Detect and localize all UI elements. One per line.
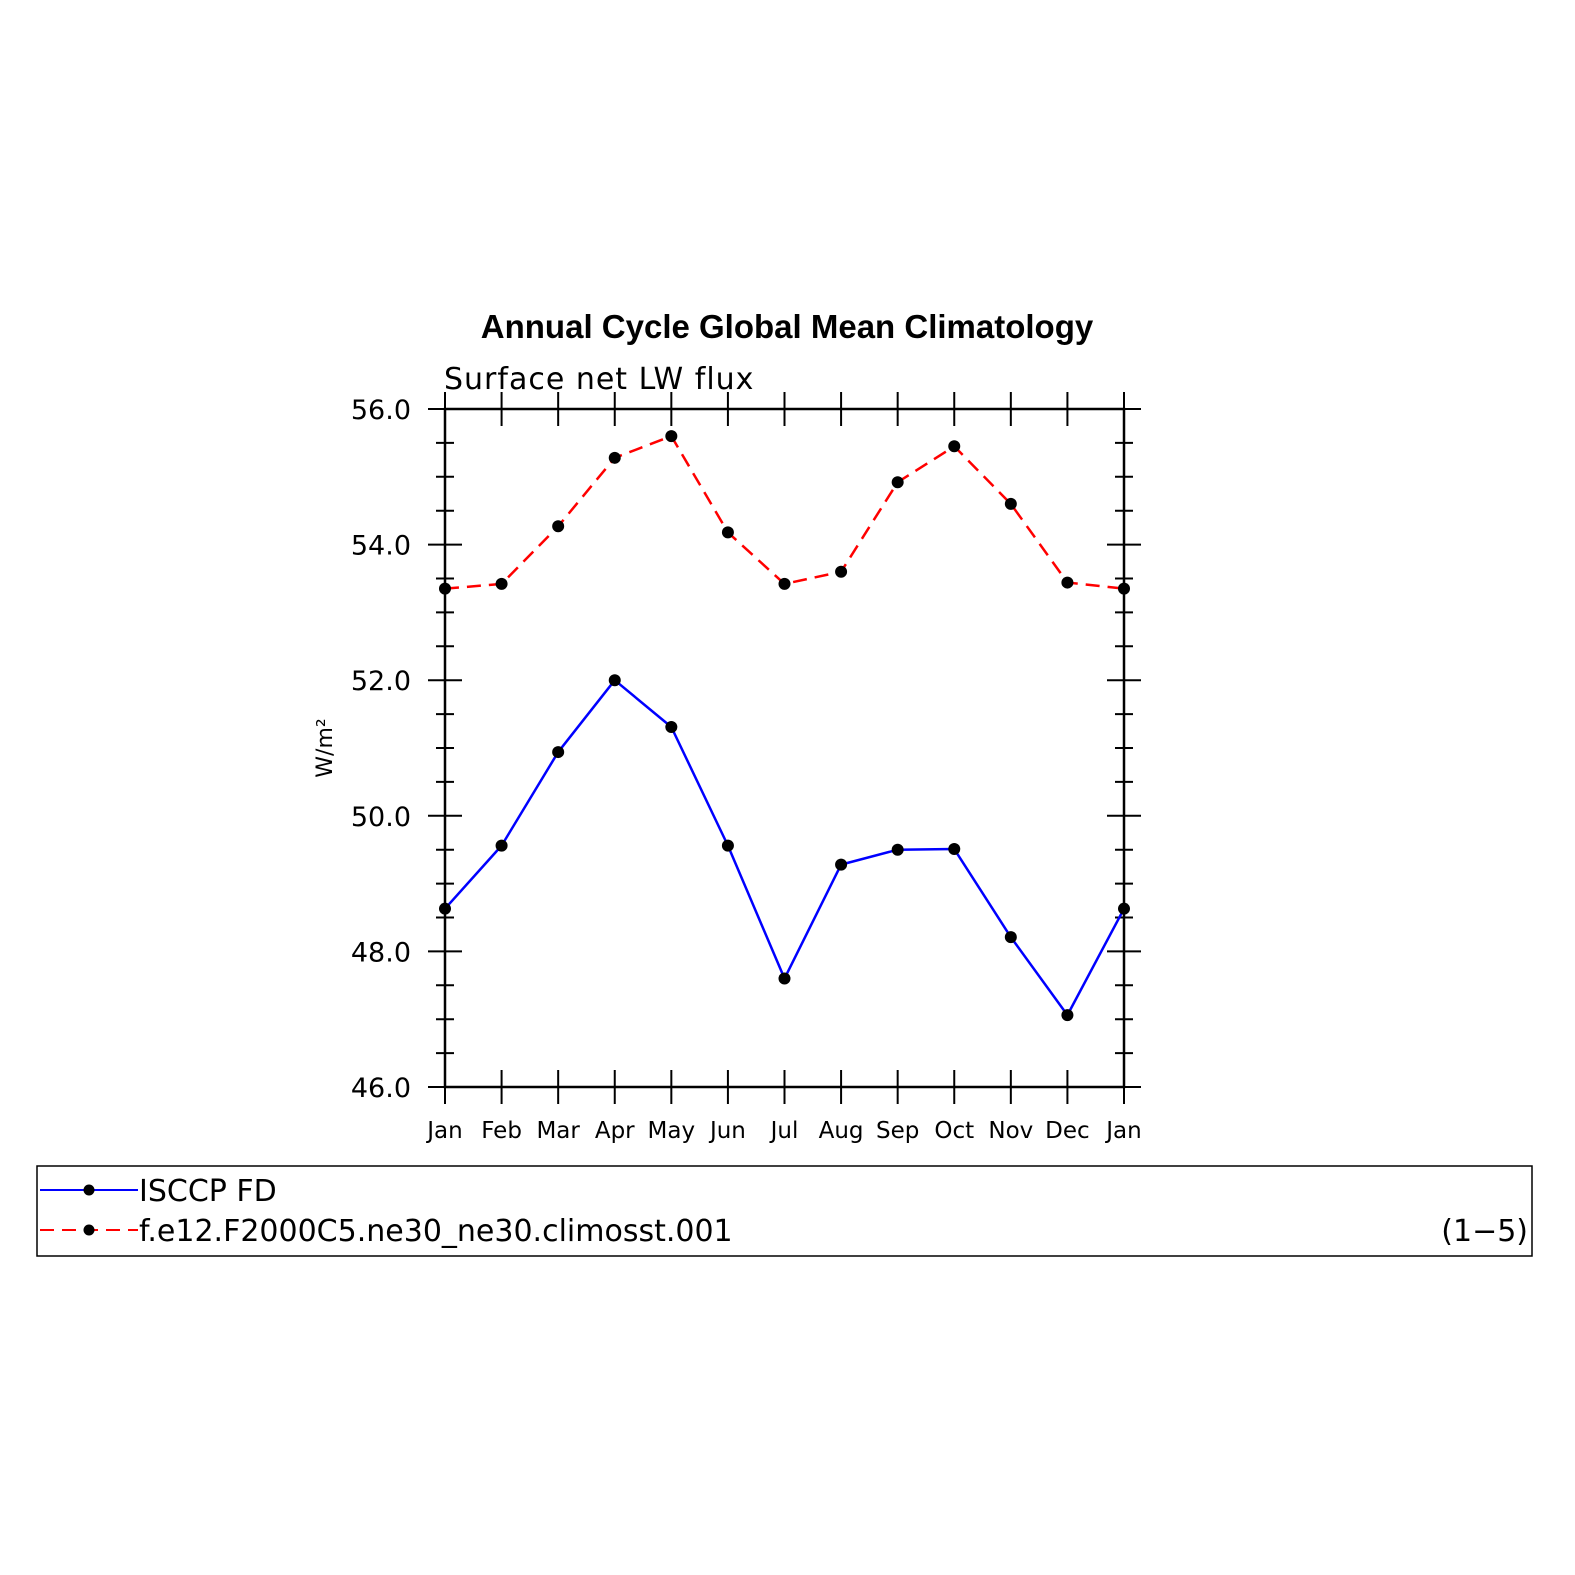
- data-point-1: [721, 526, 734, 539]
- data-point-1: [608, 451, 621, 464]
- series-layer: [439, 430, 1130, 1022]
- x-tick-label: Jun: [708, 1118, 746, 1144]
- x-tick-label: Aug: [819, 1118, 864, 1144]
- data-point-1: [948, 440, 961, 453]
- data-point-0: [439, 902, 451, 915]
- data-point-0: [1118, 902, 1130, 915]
- legend-box: [36, 1165, 1533, 1257]
- data-point-0: [778, 972, 791, 985]
- data-point-1: [495, 577, 508, 590]
- y-tick-label: 54.0: [351, 531, 411, 562]
- data-point-0: [891, 843, 904, 856]
- series-line-1: [444, 434, 1125, 590]
- data-point-0: [665, 720, 678, 733]
- legend-marker-isccp: [83, 1184, 95, 1196]
- y-tick-label: 46.0: [351, 1073, 411, 1104]
- legend-note: (1−5): [1441, 1214, 1528, 1249]
- legend-marker-model: [83, 1224, 95, 1236]
- data-point-1: [665, 430, 678, 443]
- data-point-0: [552, 746, 565, 759]
- series-line-0: [444, 678, 1126, 1017]
- x-tick-label: May: [648, 1118, 696, 1144]
- data-point-1: [1061, 576, 1074, 589]
- x-tick-label: Sep: [876, 1118, 919, 1144]
- data-point-1: [439, 582, 451, 595]
- x-tick-label: Feb: [481, 1118, 522, 1144]
- x-tick-label: Mar: [536, 1118, 580, 1144]
- data-point-0: [495, 839, 508, 852]
- x-tick-label: Dec: [1045, 1118, 1090, 1144]
- data-point-0: [1061, 1009, 1074, 1022]
- data-point-0: [948, 843, 961, 856]
- y-tick-label: 56.0: [351, 395, 411, 426]
- y-tick-label: 52.0: [351, 666, 411, 697]
- legend-label-model: f.e12.F2000C5.ne30_ne30.climosst.001: [139, 1214, 733, 1249]
- plot-axes: 46.0 48.0 50.0 52.0 54.0 56.0 Jan Feb Mar Apr May J…: [351, 392, 1142, 1144]
- data-point-0: [1004, 931, 1017, 944]
- data-point-1: [1004, 497, 1017, 510]
- data-point-1: [891, 476, 904, 489]
- data-point-0: [835, 858, 848, 871]
- data-point-1: [835, 565, 848, 578]
- data-point-0: [608, 674, 621, 687]
- x-tick-label: Jan: [1104, 1118, 1141, 1144]
- x-tick-label: Nov: [988, 1118, 1033, 1144]
- x-tick-label: Apr: [595, 1118, 635, 1144]
- y-tick-label: 48.0: [351, 937, 411, 968]
- y-axis-label: W/m²: [313, 718, 338, 777]
- x-tick-label: Jan: [425, 1118, 462, 1144]
- y-tick-label: 50.0: [351, 802, 411, 833]
- chart-title: Annual Cycle Global Mean Climatology: [481, 308, 1094, 345]
- legend: ISCCP FD f.e12.F2000C5.ne30_ne30.climoss…: [36, 1165, 1533, 1257]
- data-point-1: [1118, 582, 1130, 595]
- x-tick-label: Oct: [934, 1118, 974, 1144]
- legend-label-isccp: ISCCP FD: [139, 1174, 277, 1209]
- data-point-0: [721, 839, 734, 852]
- data-point-1: [552, 520, 565, 533]
- plot-frame: [443, 407, 1126, 1089]
- data-point-1: [778, 577, 791, 590]
- x-tick-label: Jul: [769, 1118, 799, 1144]
- chart-subtitle: Surface net LW flux: [444, 362, 754, 397]
